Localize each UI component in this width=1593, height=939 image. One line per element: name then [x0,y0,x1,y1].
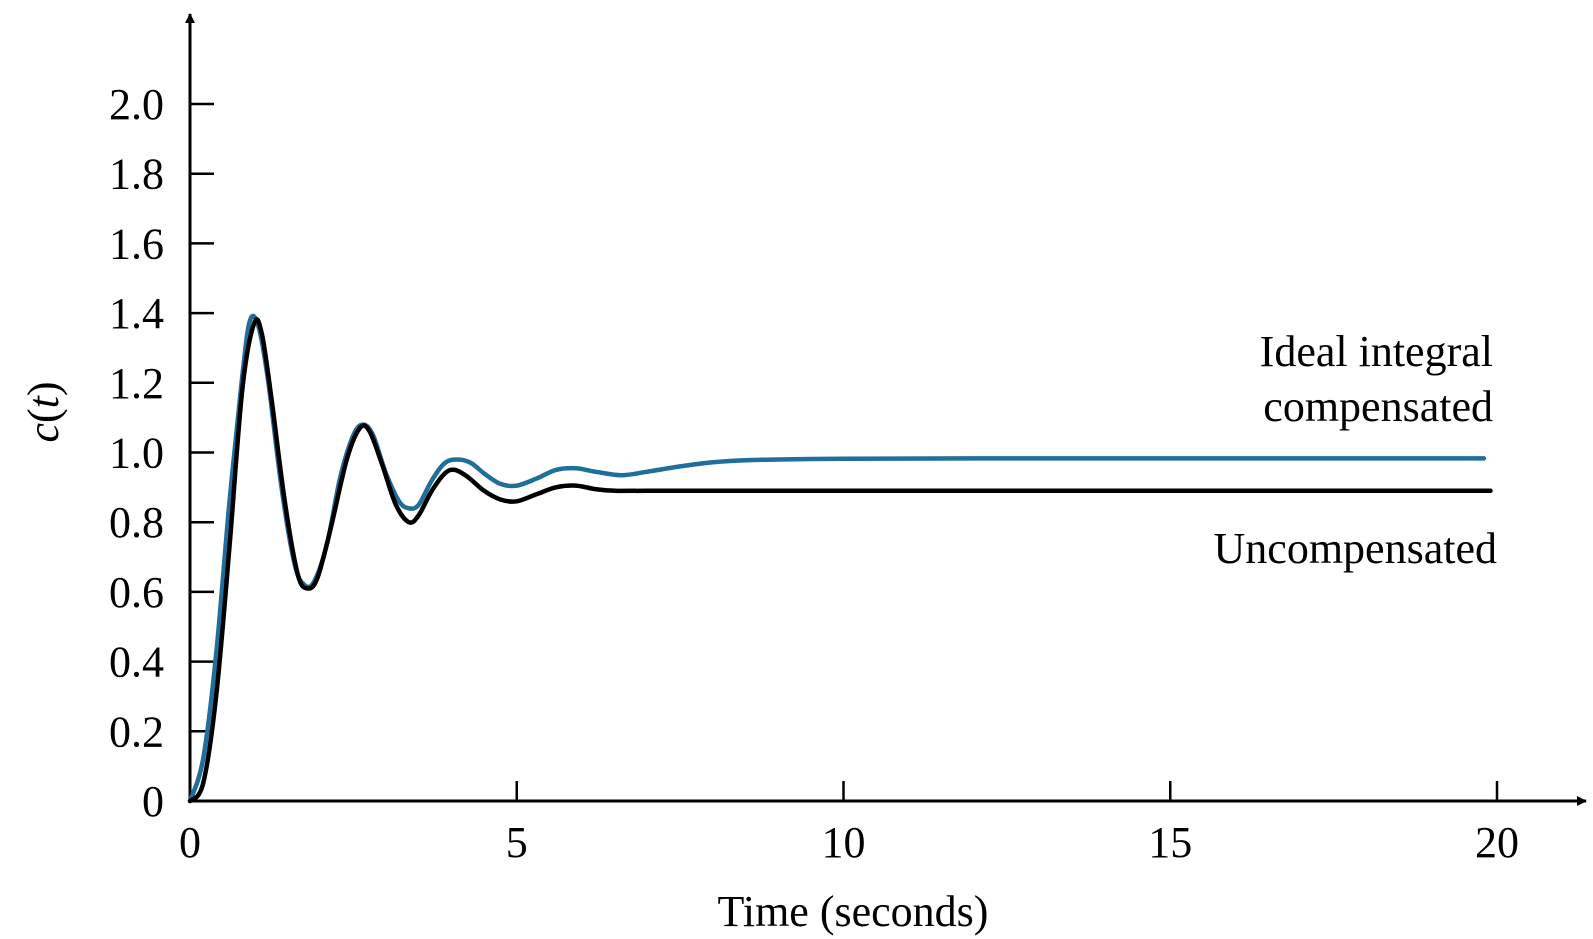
x-tick-label: 15 [1148,818,1192,867]
y-tick-label: 2.0 [109,80,164,129]
compensated-label-line1: Ideal integral [1260,327,1493,376]
y-tick-label: 0.6 [109,568,164,617]
x-tick-label: 10 [822,818,866,867]
y-axis-title-var: t [19,394,68,408]
uncompensated-response-line [187,317,1493,804]
y-tick-label: 1.6 [109,219,164,268]
y-tick-label: 1.4 [109,289,164,338]
y-tick-label: 1.2 [109,359,164,408]
x-tick-label: 5 [506,818,528,867]
y-tick-label: 1.8 [109,150,164,199]
y-tick-label: 0.4 [109,638,164,687]
x-axis-title: Time (seconds) [718,887,989,936]
y-tick-label: 0.2 [109,707,164,756]
y-ticks: 0 0.2 0.4 0.6 0.8 1.0 1.2 1.4 1.6 1.8 2.0 [109,80,214,826]
compensated-label-line2: compensated [1263,382,1493,431]
x-tick-label: 20 [1475,818,1519,867]
y-axis-title-main: c [19,423,68,443]
y-tick-label: 0 [142,777,164,826]
x-tick-label: 0 [179,818,201,867]
series-layer [187,313,1493,804]
y-tick-label: 0.8 [109,498,164,547]
y-tick-label: 1.0 [109,429,164,478]
y-axis-title-close: ) [19,381,68,396]
x-ticks: 0 5 10 15 20 [179,781,1519,867]
y-axis-title-open: ( [19,408,68,423]
uncompensated-label: Uncompensated [1214,524,1497,573]
y-axis-title: c(t) [19,381,68,442]
